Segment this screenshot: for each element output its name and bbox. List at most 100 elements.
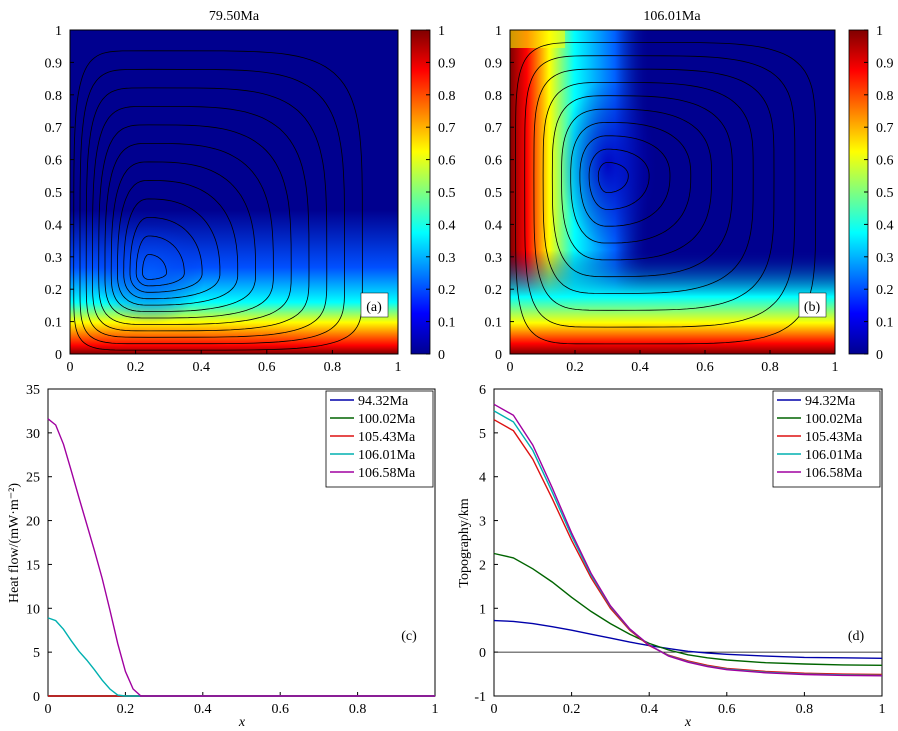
panel-a-ytick-label: 0.3	[45, 251, 63, 266]
panel-b-title: 106.01Ma	[643, 9, 701, 24]
panel-b-ticks: 0 0.2 0.4 0.6 0.8 1 0 0.1 0.2 0.3 0.4 0.5 0.6 0.7 0.8 0…	[485, 24, 839, 375]
panel-a-contour	[123, 198, 221, 300]
panel-b-vortex-core	[560, 80, 656, 250]
panel-a-label: (a)	[366, 300, 382, 315]
panel-b-colorbar-tick-label: 0.1	[876, 316, 894, 331]
panel-d-series-line	[493, 552, 883, 666]
panel-a-ytick-label: 0.5	[45, 186, 63, 201]
panel-b-contour	[579, 135, 671, 227]
panel-b-contour	[561, 108, 713, 261]
panel-c-legend-label: 100.02Ma	[358, 412, 416, 427]
panel-b-xtick-label: 1	[832, 360, 839, 375]
panel-d-ytick-label: 2	[479, 558, 486, 573]
panel-c-series	[47, 418, 435, 697]
panel-d-ytick-label: 5	[479, 427, 486, 442]
panel-c-xtick-label: 0	[45, 702, 52, 717]
panel-d-legend-label: 106.01Ma	[805, 448, 863, 463]
panel-b-contour	[533, 68, 775, 311]
panel-d-ytick-label: 1	[479, 602, 486, 617]
panel-b-ytick-label: 0.8	[485, 89, 503, 104]
panel-d-series-line	[493, 403, 883, 677]
panel-a-contour	[135, 235, 185, 287]
panel-a-contour	[73, 50, 363, 351]
panel-d: 0 0.2 0.4 0.6 0.8 1 -1 0 1 2 3 4 5 6 94.32Ma 100.02Ma 1…	[457, 383, 886, 730]
panel-c-ytick-label: 25	[26, 471, 40, 486]
panel-a-contours	[73, 50, 363, 351]
panel-d-ticks: 0 0.2 0.4 0.6 0.8 1 -1 0 1 2 3 4 5 6	[474, 383, 885, 717]
panel-d-xtick-label: 0.2	[563, 702, 581, 717]
panel-a-colorbar-tick-label: 0.8	[438, 89, 456, 104]
panel-d-xtick-label: 0.8	[796, 702, 814, 717]
panel-b-ytick-label: 0.4	[485, 218, 503, 233]
panel-a-ytick-label: 0.4	[45, 218, 63, 233]
panel-b-contour	[515, 42, 817, 345]
panel-a-contour	[79, 68, 346, 345]
panel-b-contour	[524, 55, 796, 328]
panel-a-xtick-label: 0.8	[324, 360, 342, 375]
panel-d-legend-label: 100.02Ma	[805, 412, 863, 427]
panel-a-colorbar-tick-label: 0.9	[438, 56, 456, 71]
panel-d-legend-label: 105.43Ma	[805, 430, 863, 445]
panel-c-series-line	[47, 418, 435, 697]
panel-a-xtick-label: 0.6	[258, 360, 276, 375]
panel-a-contour	[92, 105, 310, 332]
panel-c-xtick-label: 0.2	[117, 702, 135, 717]
panel-b-colorbar-tick-label: 1	[876, 24, 883, 39]
panel-d-ytick-label: 6	[479, 383, 486, 398]
panel-d-xtick-label: 1	[879, 702, 886, 717]
panel-a-xtick-label: 0.4	[192, 360, 210, 375]
panel-a-xtick-label: 1	[395, 360, 402, 375]
panel-a-contour	[117, 179, 239, 306]
panel-b-ytick-label: 0.2	[485, 283, 503, 298]
panel-a-xtick-label: 0.2	[127, 360, 145, 375]
panel-a-label-box	[360, 292, 389, 318]
panel-b-label: (b)	[804, 300, 821, 315]
panel-b: 106.01Ma 0 0.2 0.4 0.6 0.8 100.10.20.30.40.50…	[485, 9, 894, 375]
panel-b-ytick-label: 0.6	[485, 154, 503, 169]
panel-b-contours	[515, 42, 817, 345]
panel-a-colorbar-tick-label: 0.3	[438, 251, 456, 266]
panel-a-ytick-label: 0	[55, 348, 62, 363]
panel-b-colorbar-tick-label: 0.2	[876, 283, 894, 298]
panel-a-colorbar-tick-label: 0.5	[438, 186, 456, 201]
panel-c-series-line	[47, 617, 435, 697]
panel-d-ytick-label: 4	[479, 471, 486, 486]
panel-d-legend-label: 106.58Ma	[805, 466, 863, 481]
panel-c-ytick-label: 5	[33, 646, 40, 661]
panel-b-xtick-label: 0.8	[761, 360, 779, 375]
panel-a-colorbar-ticks: 0 0.1 0.2 0.3 0.4 0.5 0.6 0.7 0.8 0.9 1	[426, 24, 456, 363]
panel-b-contour	[542, 81, 754, 294]
panel-a-ytick-label: 0.8	[45, 89, 63, 104]
panel-b-ytick-label: 0.9	[485, 56, 503, 71]
panel-b-xtick-label: 0	[507, 360, 514, 375]
panel-d-xtick-label: 0	[491, 702, 498, 717]
panel-d-series	[493, 403, 883, 677]
panel-a-ytick-label: 0.1	[45, 316, 63, 331]
panel-c-legend: 94.32Ma 100.02Ma 105.43Ma 106.01Ma 106.58Ma	[325, 390, 434, 488]
panel-b-colorbar-ticks: 0 0.1 0.2 0.3 0.4 0.5 0.6 0.7 0.8 0.9 1	[864, 24, 894, 363]
panel-d-xtick-label: 0.4	[640, 702, 658, 717]
panel-b-contour	[551, 95, 733, 278]
panel-b-colorbar-tick-label: 0.7	[876, 121, 894, 136]
panel-b-label-box	[798, 292, 827, 318]
panel-a-ytick-label: 0.2	[45, 283, 63, 298]
panel-c-legend-label: 106.58Ma	[358, 466, 416, 481]
panel-d-legend: 94.32Ma 100.02Ma 105.43Ma 106.01Ma 106.58Ma	[772, 390, 881, 488]
panel-a-ytick-label: 0.7	[45, 121, 63, 136]
panel-b-xtick-label: 0.4	[631, 360, 649, 375]
panel-a-colorbar-tick-label: 0	[438, 348, 445, 363]
panel-c-ylabel: Heat flow/(mW·m⁻²)	[7, 483, 22, 603]
panel-a-contour	[104, 142, 274, 319]
panel-b-contour	[597, 162, 629, 193]
panel-b-ytick-label: 0.3	[485, 251, 503, 266]
panel-c-xtick-label: 1	[432, 702, 439, 717]
panel-b-ytick-label: 0.5	[485, 186, 503, 201]
panel-a-xtick-label: 0	[67, 360, 74, 375]
panel-c-xtick-label: 0.8	[349, 702, 367, 717]
panel-a-colorbar-tick-label: 1	[438, 24, 445, 39]
panel-b-top-plume	[510, 30, 565, 48]
panel-a-colorbar-tick-label: 0.7	[438, 121, 456, 136]
panel-a-colorbar-tick-label: 0.1	[438, 316, 456, 331]
panel-c-ytick-label: 35	[26, 383, 40, 398]
